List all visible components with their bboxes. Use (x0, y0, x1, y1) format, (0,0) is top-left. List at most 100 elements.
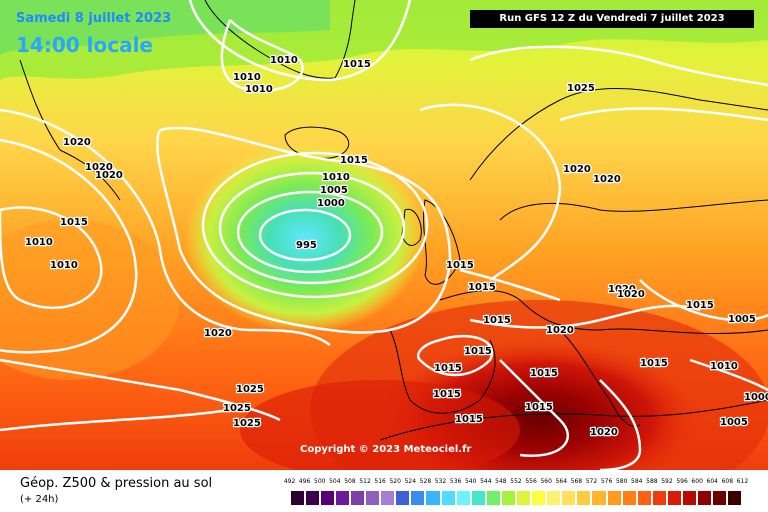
coastlines (19, 0, 768, 441)
legend-tick-label: 604 (706, 478, 718, 485)
legend-tick-label: 496 (298, 478, 311, 485)
legend-swatch (319, 490, 335, 506)
legend-swatch (682, 490, 698, 506)
legend-swatch (455, 490, 471, 506)
isobar-label: 1025 (236, 384, 264, 395)
legend-tick-label: 596 (676, 478, 688, 485)
isobar-1015-balkans (639, 279, 768, 322)
isobar-label: 1015 (525, 402, 553, 413)
legend-swatch (380, 490, 396, 506)
isobar-label: 1015 (434, 363, 462, 374)
legend-tick-label: 520 (389, 478, 401, 485)
legend-tick-label: 608 (721, 478, 734, 485)
isobar-label: 1015 (468, 282, 496, 293)
legend-tick-label: 532 (434, 478, 447, 485)
legend-swatch (591, 490, 607, 506)
isobar-label: 1010 (322, 172, 350, 183)
isobar-1015-west (0, 206, 103, 310)
legend-swatch (349, 490, 366, 506)
isobar-label: 1015 (60, 217, 88, 228)
isobar-1015-iberia (416, 334, 494, 377)
isobar-label: 1010 (25, 237, 53, 248)
baltic-coast (499, 199, 768, 221)
legend-swatch (470, 490, 486, 506)
isobar-1025-north (469, 45, 768, 87)
legend-tick-label: 524 (404, 478, 417, 485)
isobar-1015-low (156, 126, 452, 334)
legend-tick-label: 540 (464, 478, 477, 485)
isobar-1015-france (459, 268, 561, 302)
isobar-label: 1020 (546, 325, 574, 336)
isobar-label: 1020 (590, 427, 618, 438)
isobar-label: 1010 (270, 55, 298, 66)
isobar-label: 1010 (710, 361, 738, 372)
legend-swatch (621, 490, 637, 506)
legend-swatch (440, 490, 456, 506)
legend-tick-label: 588 (646, 478, 658, 485)
isobar-label: 1015 (343, 59, 371, 70)
legend-swatch (425, 490, 441, 506)
isobar-995 (258, 208, 352, 262)
north-africa-coast (379, 399, 768, 441)
legend-tick-label: 560 (540, 478, 552, 485)
legend-swatch (304, 490, 320, 506)
legend-tick-label: 572 (585, 478, 598, 485)
isobar-label: 1005 (320, 185, 348, 196)
legend-tick-label: 548 (495, 478, 507, 485)
color-scale-legend: 492 496 500 504 508 512 516 520 524 528 532 536 540 5… (282, 478, 752, 512)
legend-tick-label: 504 (329, 478, 341, 485)
forecast-time: 14:00 locale (16, 33, 153, 57)
isobar-labels: 1010 1010 1010 1015 1020 1020 1020 1015 … (24, 54, 768, 440)
legend-swatch (546, 490, 562, 506)
legend-swatch (410, 490, 426, 506)
map-title: Géop. Z500 & pression au sol (20, 476, 213, 491)
isobar-1000 (236, 190, 384, 274)
isobar-label: 1015 (433, 389, 461, 400)
legend-swatch (500, 490, 516, 506)
isobar-1020-east (559, 107, 768, 122)
isobar-label: 1010 (233, 72, 261, 83)
greenland-west-coast (19, 59, 121, 201)
isobar-label: 1020 (63, 137, 91, 148)
isobar-1020-africa (599, 379, 642, 470)
legend-tick-label: 612 (736, 478, 749, 485)
legend-tick-label: 600 (691, 478, 703, 485)
central-europe (439, 290, 768, 334)
isobar-label: 1015 (483, 315, 511, 326)
legend-tick-label: 492 (283, 478, 296, 485)
isobar-1020-west (0, 138, 138, 354)
isobar-label: 1020 (593, 174, 621, 185)
isobar-label: 1025 (223, 403, 251, 414)
forecast-lead-time: (+ 24h) (20, 494, 59, 505)
legend-swatch (666, 490, 683, 506)
legend-swatch (334, 490, 350, 506)
isobar-label: 1015 (530, 368, 558, 379)
legend-tick-label: 516 (374, 478, 386, 485)
legend-tick-label: 544 (480, 478, 492, 485)
weather-map: 1010 1010 1010 1015 1020 1020 1020 1015 … (0, 0, 768, 470)
legend-tick-label: 512 (359, 478, 371, 485)
legend-swatch (516, 490, 532, 506)
isobar-label: 1020 (608, 284, 636, 295)
legend-tick-label: 568 (570, 478, 583, 485)
isobar-label: 1020 (95, 170, 123, 181)
italy (559, 329, 641, 427)
legend-swatch (606, 490, 622, 506)
isobar-label: 1020 (204, 328, 232, 339)
legend-swatch (485, 490, 501, 506)
isobar-label: 1000 (317, 198, 345, 209)
isobar-label: 1015 (686, 300, 714, 311)
legend-swatch (365, 490, 381, 506)
legend-swatch (712, 490, 728, 506)
isobar-1015-north (188, 0, 412, 82)
legend-tick-label: 564 (555, 478, 568, 485)
isobar-1020-scandi (419, 103, 562, 282)
isobar-label: 1020 (85, 162, 113, 173)
isobar-label: 1015 (446, 260, 474, 271)
legend-tick-label: 508 (344, 478, 356, 485)
legend-swatch (727, 490, 743, 506)
legend-swatch (651, 490, 667, 506)
iberia (389, 329, 496, 414)
map-footer: Géop. Z500 & pression au sol (+ 24h) 492… (0, 470, 768, 512)
legend-swatch (395, 490, 411, 506)
